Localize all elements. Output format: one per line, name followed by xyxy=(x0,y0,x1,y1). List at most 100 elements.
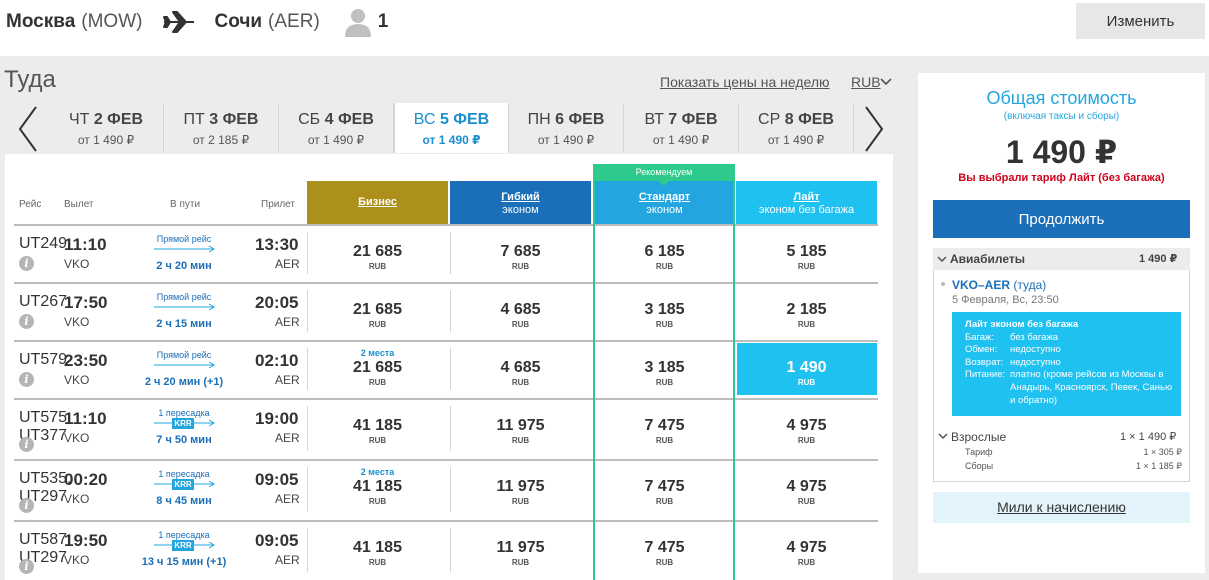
fare-price-cell[interactable]: 4 975 RUB xyxy=(736,417,877,445)
fare-price-cell[interactable]: 11 975 RUB xyxy=(450,417,591,445)
date-tab-dow: СР xyxy=(758,111,781,128)
date-tab[interactable]: СР 8 ФЕВ от 1 490 ₽ xyxy=(739,103,854,153)
arrival-airport: AER xyxy=(275,431,300,445)
fare-price-cell[interactable]: 3 185 RUB xyxy=(594,359,735,387)
segment-date: 5 Февраля, Вс, 23:50 xyxy=(952,294,1059,306)
departure-time: 00:20 xyxy=(64,470,108,489)
fare-price-cell[interactable]: 2 места 41 185 RUB xyxy=(307,467,448,506)
chevron-down-icon[interactable] xyxy=(880,77,892,87)
direction-title: Туда xyxy=(4,66,56,93)
tariff-detail-value: недоступно xyxy=(1010,356,1061,368)
arrival-time: 13:30 xyxy=(255,235,299,254)
fare-price-cell[interactable]: 7 475 RUB xyxy=(594,478,735,506)
date-tab[interactable]: ЧТ 2 ФЕВ от 1 490 ₽ xyxy=(49,103,164,153)
change-search-button[interactable]: Изменить xyxy=(1076,3,1205,39)
fare-price: 7 685 xyxy=(500,243,541,260)
continue-button[interactable]: Продолжить xyxy=(933,200,1190,238)
arrival-airport: AER xyxy=(275,257,300,271)
fare-header-lite[interactable]: Лайт эконом без багажа xyxy=(736,181,877,224)
fare-currency: RUB xyxy=(511,436,530,445)
fare-header-business[interactable]: Бизнес xyxy=(307,181,448,224)
fare-price-cell[interactable]: 3 185 RUB xyxy=(594,301,735,329)
date-tab-price: от 1 490 ₽ xyxy=(537,133,595,147)
stop-type: 1 пересадка xyxy=(158,530,210,540)
origin-code: (MOW) xyxy=(81,11,143,32)
fare-price: 4 685 xyxy=(500,301,541,318)
departure-airport: VKO xyxy=(64,257,90,271)
info-icon[interactable]: i xyxy=(19,498,34,513)
miles-link[interactable]: Мили к начислению xyxy=(933,492,1190,523)
table-row xyxy=(14,224,878,282)
fare-price-cell[interactable]: 21 685 RUB xyxy=(307,243,448,271)
top-bar: Москва (MOW) Сочи (AER) 1 Изменить xyxy=(0,0,1209,56)
fare-price: 4 975 xyxy=(786,417,827,434)
fare-price-cell[interactable]: 4 975 RUB xyxy=(736,539,877,567)
chevron-down-icon[interactable] xyxy=(938,433,948,440)
fare-price-cell[interactable]: 4 975 RUB xyxy=(736,478,877,506)
fare-price: 21 685 xyxy=(353,301,402,318)
date-tab[interactable]: ВТ 7 ФЕВ от 1 490 ₽ xyxy=(624,103,739,153)
tickets-header[interactable] xyxy=(933,248,1190,270)
column-divider xyxy=(307,348,308,390)
fare-header-standard[interactable]: Стандарт эконом xyxy=(594,181,735,224)
segment-route: VKO–AER (туда) xyxy=(952,278,1046,292)
fare-price-cell[interactable]: 41 185 RUB xyxy=(307,417,448,445)
fare-price-cell[interactable]: 6 185 RUB xyxy=(594,243,735,271)
fare-price-cell[interactable]: 4 685 RUB xyxy=(450,359,591,387)
arrival-time: 19:00 xyxy=(255,409,299,428)
tariff-name: Лайт эконом без багажа xyxy=(965,319,1079,330)
info-icon[interactable]: i xyxy=(19,559,34,574)
fare-price-cell[interactable]: 21 685 RUB xyxy=(307,301,448,329)
fare-currency: RUB xyxy=(368,558,387,567)
info-icon[interactable]: i xyxy=(19,372,34,387)
info-icon[interactable]: i xyxy=(19,314,34,329)
fare-currency: RUB xyxy=(655,262,674,271)
fare-currency: RUB xyxy=(368,497,387,506)
stop-type: Прямой рейс xyxy=(156,350,212,360)
fare-price-cell[interactable]: 41 185 RUB xyxy=(307,539,448,567)
date-tab-dow: ВТ xyxy=(644,111,664,128)
selected-fare-cell[interactable] xyxy=(737,343,877,395)
date-tab-day: СР 8 ФЕВ xyxy=(739,111,853,129)
fare-currency: RUB xyxy=(797,378,816,387)
fare-price-cell[interactable]: 7 475 RUB xyxy=(594,417,735,445)
column-divider xyxy=(450,528,451,572)
fare-price-cell[interactable]: 2 места 21 685 RUB xyxy=(307,348,448,387)
date-tab[interactable]: СБ 4 ФЕВ от 1 490 ₽ xyxy=(279,103,394,153)
chevron-down-icon[interactable] xyxy=(937,256,947,263)
fare-sub: эконом без багажа xyxy=(758,204,855,216)
fare-header-flex[interactable]: Гибкий эконом xyxy=(450,181,591,224)
departure-airport: VKO xyxy=(64,431,90,445)
week-prices-link[interactable]: Показать цены на неделю xyxy=(660,74,830,90)
date-tab-day: ПН 6 ФЕВ xyxy=(509,111,623,129)
fare-price-cell[interactable]: 5 185 RUB xyxy=(736,243,877,271)
fare-price-cell[interactable]: 7 685 RUB xyxy=(450,243,591,271)
date-tab[interactable]: ВС 5 ФЕВ от 1 490 ₽ xyxy=(394,103,509,153)
col-flight-header: Рейс xyxy=(19,199,42,210)
fare-price-cell[interactable]: 1 490 RUB xyxy=(736,359,877,387)
prev-dates-arrow-icon[interactable] xyxy=(14,104,44,154)
flight-number: UT579 xyxy=(19,351,67,369)
departure-time: 19:50 xyxy=(64,531,108,550)
fare-price-cell[interactable]: 11 975 RUB xyxy=(450,478,591,506)
next-dates-arrow-icon[interactable] xyxy=(858,104,888,154)
fare-price-cell[interactable]: 4 685 RUB xyxy=(450,301,591,329)
arrival-time: 09:05 xyxy=(255,531,299,550)
info-icon[interactable]: i xyxy=(19,256,34,271)
date-tab[interactable]: ПН 6 ФЕВ от 1 490 ₽ xyxy=(509,103,624,153)
currency-selector[interactable]: RUB xyxy=(851,74,881,90)
departure-airport: VKO xyxy=(64,315,90,329)
fare-currency: RUB xyxy=(511,558,530,567)
fare-price-cell[interactable]: 11 975 RUB xyxy=(450,539,591,567)
info-icon[interactable]: i xyxy=(19,437,34,452)
fare-currency: RUB xyxy=(797,320,816,329)
adults-label[interactable]: Взрослые xyxy=(951,430,1007,444)
column-divider xyxy=(307,406,308,451)
date-tab[interactable]: ПТ 3 ФЕВ от 2 185 ₽ xyxy=(164,103,279,153)
fare-price-cell[interactable]: 2 185 RUB xyxy=(736,301,877,329)
date-tab-dow: ПТ xyxy=(183,111,205,128)
fare-price-cell[interactable]: 7 475 RUB xyxy=(594,539,735,567)
column-divider xyxy=(450,348,451,390)
date-tab-dow: СБ xyxy=(298,111,321,128)
flight-number: UT249 xyxy=(19,235,67,253)
